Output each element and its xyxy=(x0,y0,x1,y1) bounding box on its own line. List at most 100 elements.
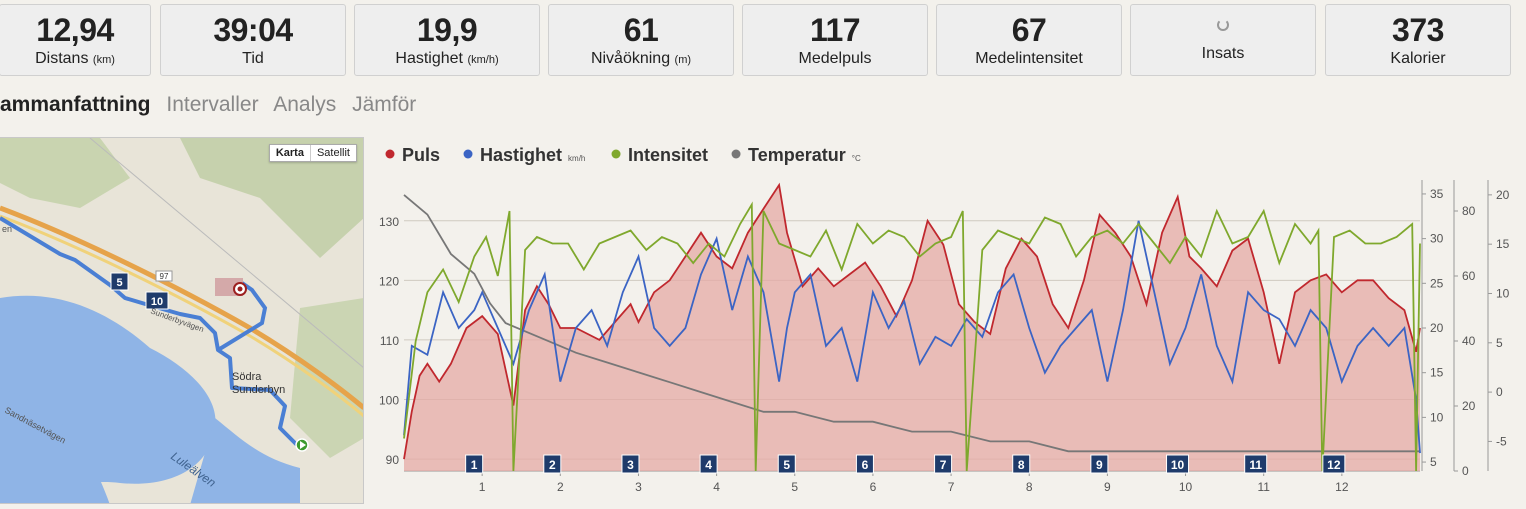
temperatur-line xyxy=(403,194,1420,453)
lap-marker-box xyxy=(1244,454,1268,474)
stat-speed: 19,9 Hastighet (km/h) xyxy=(354,4,540,76)
x-tick-label: 9 xyxy=(1104,480,1111,494)
road-number-label: 97 xyxy=(160,272,169,281)
x-tick-label: 11 xyxy=(1257,480,1270,494)
lap-marker[interactable]: 12 xyxy=(1322,454,1346,474)
hastighet-tick-label: 20 xyxy=(1430,321,1444,335)
legend-dot-icon xyxy=(463,149,473,159)
stat-value: 12,94 xyxy=(36,12,114,48)
stat-value: 19,9 xyxy=(416,12,478,48)
lap-marker-label: 12 xyxy=(1327,458,1341,472)
lap-marker-label: 4 xyxy=(705,458,712,472)
puls-area xyxy=(404,185,1420,471)
place-label-2: Sunderbyn xyxy=(232,384,285,396)
tab-compare[interactable]: Jämför xyxy=(352,93,417,116)
stat-value: 67 xyxy=(1011,12,1047,48)
legend-dot-icon xyxy=(611,149,621,159)
tab-summary[interactable]: Sammanfattning xyxy=(0,93,151,116)
legend-label: Puls xyxy=(402,145,440,165)
stat-value: 117 xyxy=(809,12,861,48)
legend-dot-icon xyxy=(385,149,395,159)
stat-value: 373 xyxy=(1392,12,1444,48)
lap-marker[interactable]: 9 xyxy=(1090,454,1109,474)
hastighet-line xyxy=(403,220,1421,454)
intensitet-line xyxy=(403,201,1421,472)
x-tick-label: 10 xyxy=(1179,480,1193,494)
lap-marker[interactable]: 3 xyxy=(621,454,640,474)
lap-marker-box xyxy=(543,454,562,474)
stat-label: Medelintensitet xyxy=(975,50,1083,67)
lap-marker-label: 7 xyxy=(940,458,947,472)
tab-analysis[interactable]: Analys xyxy=(273,93,337,116)
lap-marker-box xyxy=(1166,454,1190,474)
x-tick-label: 1 xyxy=(479,480,486,494)
lap-marker-label: 11 xyxy=(1249,458,1262,472)
legend-label: Intensitet xyxy=(628,145,708,165)
lap-marker-box xyxy=(1322,454,1346,474)
lap-marker-label: 2 xyxy=(549,458,556,472)
intensitet-tick-label: 0 xyxy=(1462,464,1469,478)
temperatur-tick-label: 0 xyxy=(1496,385,1503,399)
map-type-button[interactable]: Karta xyxy=(270,145,311,161)
route-map[interactable]: 97 5 10 Södra Sunderbyn Luleälven Sandnä… xyxy=(0,137,364,504)
stat-label: Hastighet xyxy=(395,50,463,67)
x-tick-label: 5 xyxy=(791,480,798,494)
street-label: en xyxy=(2,224,12,234)
stat-label: Nivåökning xyxy=(590,50,671,67)
lap-marker[interactable]: 8 xyxy=(1012,454,1031,474)
stat-unit: (m) xyxy=(674,54,692,66)
stat-label: Medelpuls xyxy=(798,50,872,67)
legend-item[interactable]: Temperatur °C xyxy=(731,145,861,165)
lap-marker[interactable]: 1 xyxy=(465,454,484,474)
stat-avg-heart-rate: 117 Medelpuls xyxy=(742,4,928,76)
x-tick-label: 7 xyxy=(948,480,955,494)
stat-elevation: 61 Nivåökning (m) xyxy=(548,4,734,76)
lap-marker-box xyxy=(1012,454,1031,474)
lap-marker[interactable]: 5 xyxy=(777,454,796,474)
hastighet-tick-label: 25 xyxy=(1430,276,1444,290)
puls-tick-label: 100 xyxy=(379,394,399,408)
stat-unit: (km) xyxy=(92,54,115,66)
x-tick-label: 4 xyxy=(713,480,720,494)
legend-item[interactable]: Puls xyxy=(385,145,441,165)
lap-marker[interactable]: 7 xyxy=(934,454,953,474)
stat-calories: 373 Kalorier xyxy=(1325,4,1511,76)
stat-distance: 12,94 Distans (km) xyxy=(0,4,151,76)
lap-marker[interactable]: 10 xyxy=(1166,454,1190,474)
hastighet-tick-label: 5 xyxy=(1430,455,1437,469)
intensitet-tick-label: 80 xyxy=(1462,204,1476,218)
intensitet-tick-label: 40 xyxy=(1462,334,1476,348)
lap-marker-box xyxy=(1090,454,1109,474)
lap-marker-label: 3 xyxy=(627,458,634,472)
temperatur-tick-label: -5 xyxy=(1496,434,1507,448)
stat-label: Kalorier xyxy=(1390,50,1446,67)
lap-marker-box xyxy=(934,454,953,474)
lap-marker[interactable]: 6 xyxy=(855,454,874,474)
tab-intervals[interactable]: Intervaller xyxy=(166,93,259,116)
legend-item[interactable]: Intensitet xyxy=(611,145,709,165)
map-canvas: 97 5 10 Södra Sunderbyn Luleälven Sandnä… xyxy=(0,138,363,503)
place-label: Södra xyxy=(232,371,262,383)
chart-svg: Puls Hastighet km/h Intensitet Temperatur °C 9… xyxy=(379,145,1510,494)
lap-marker-box xyxy=(699,454,718,474)
x-tick-label: 12 xyxy=(1335,480,1349,494)
x-tick-label: 3 xyxy=(635,480,642,494)
x-tick-label: 2 xyxy=(557,480,564,494)
temperatur-tick-label: 10 xyxy=(1496,286,1510,300)
satellite-type-button[interactable]: Satellit xyxy=(316,147,350,159)
map-type-toggle: Karta Satellit xyxy=(268,144,357,162)
stat-label: Insats xyxy=(1201,45,1245,62)
lap-marker-label: 8 xyxy=(1018,458,1025,472)
loading-spinner-icon xyxy=(1217,19,1229,31)
stat-effort: Insats xyxy=(1130,4,1316,76)
legend-unit: °C xyxy=(852,154,861,163)
lap-marker-box xyxy=(855,454,874,474)
lap-marker[interactable]: 11 xyxy=(1244,454,1268,474)
lap-marker-label: 6 xyxy=(862,458,869,472)
legend-item[interactable]: Hastighet km/h xyxy=(463,145,586,165)
lap-marker-box xyxy=(465,454,484,474)
lap-marker[interactable]: 4 xyxy=(699,454,718,474)
lap-marker-label: 5 xyxy=(783,458,790,472)
lap-marker[interactable]: 2 xyxy=(543,454,562,474)
puls-tick-label: 90 xyxy=(386,453,400,467)
